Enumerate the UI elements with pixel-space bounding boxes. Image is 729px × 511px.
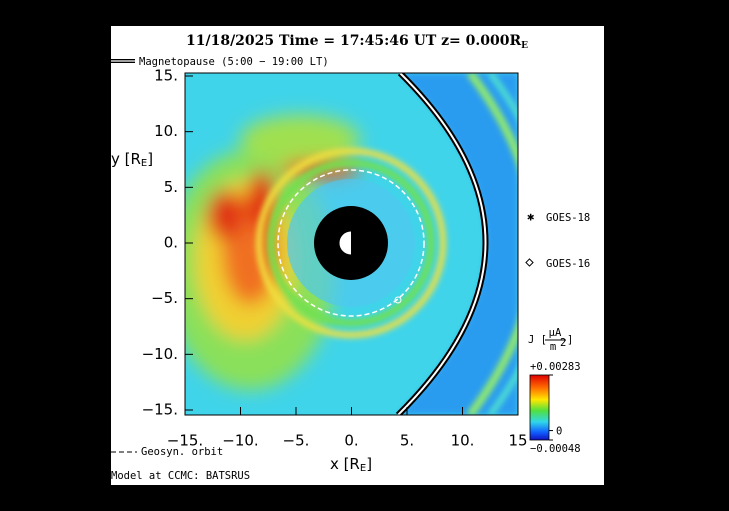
y-tick-label: 15. bbox=[154, 67, 178, 85]
y-tick-label: 0. bbox=[164, 234, 178, 252]
satellite-label: GOES-18 bbox=[546, 212, 590, 224]
chart-title: 11/18/2025 Time = 17:45:46 UT z= 0.000RE bbox=[186, 33, 528, 51]
y-tick-label: 10. bbox=[154, 122, 178, 140]
x-tick-label: −5. bbox=[283, 432, 310, 450]
colorbar-label-end: ] bbox=[567, 334, 573, 346]
y-tick-label: −15. bbox=[142, 401, 178, 419]
satellite-marker bbox=[525, 258, 534, 267]
x-tick-label: −15. bbox=[167, 432, 203, 450]
title-sub: E bbox=[521, 41, 528, 51]
y-label-sub: E bbox=[141, 158, 147, 169]
colorbar bbox=[529, 374, 550, 441]
x-label-end: ] bbox=[366, 455, 372, 473]
x-tick-label: 10. bbox=[451, 432, 475, 450]
colorbar-label: J [ bbox=[528, 334, 547, 346]
y-tick-label: −5. bbox=[151, 289, 178, 307]
colorbar-unit-num: μA bbox=[549, 327, 562, 339]
x-tick-label: 15 bbox=[508, 432, 527, 450]
x-label-text: x [R bbox=[330, 455, 360, 473]
legend-label: Geosyn. orbit bbox=[141, 446, 223, 458]
legend-label: Magnetopause (5:00 − 19:00 LT) bbox=[139, 56, 329, 68]
title-text: 11/18/2025 Time = 17:45:46 UT z= 0.000R bbox=[186, 33, 522, 49]
x-tick-label: 0. bbox=[344, 432, 358, 450]
colorbar-unit-den: m bbox=[550, 341, 556, 353]
x-tick-label: 5. bbox=[400, 432, 414, 450]
x-axis-label: x [RE] bbox=[330, 455, 372, 475]
colorbar-tick-label: +0.00283 bbox=[530, 361, 581, 373]
y-tick-label: 5. bbox=[164, 178, 178, 196]
footer: Model at CCMC: BATSRUS bbox=[111, 470, 250, 482]
y-axis-label: y [RE] bbox=[111, 150, 153, 170]
field-image bbox=[185, 73, 518, 415]
satellite-marker: ✱ bbox=[527, 210, 534, 224]
colorbar-unit-sup: 2 bbox=[560, 337, 566, 349]
x-tick-label: −10. bbox=[222, 432, 258, 450]
y-label-end: ] bbox=[147, 150, 153, 168]
satellite-label: GOES-16 bbox=[546, 258, 590, 270]
colorbar-tick-label: −0.00048 bbox=[530, 443, 581, 455]
colorbar-tick-label: 0 bbox=[556, 426, 562, 438]
x-label-sub: E bbox=[360, 463, 366, 474]
y-label-text: y [R bbox=[111, 150, 141, 168]
y-tick-label: −10. bbox=[142, 345, 178, 363]
